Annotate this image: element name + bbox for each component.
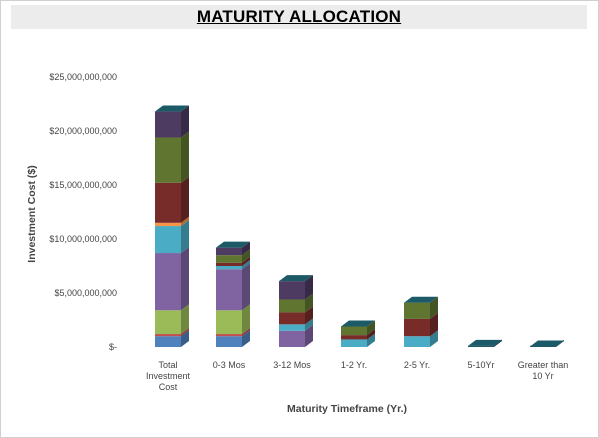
bar-segment-side [181, 216, 189, 227]
bar-segment [155, 253, 181, 311]
bar-top [216, 241, 250, 248]
y-tick-label: $5,000,000,000 [54, 288, 117, 298]
y-axis-title: Investment Cost ($) [26, 165, 38, 262]
bar-segment-side [242, 328, 250, 337]
bar-stack [341, 320, 375, 347]
x-category-label: Total Investment Cost [146, 360, 191, 392]
bar-segment [404, 302, 430, 319]
bar-stack [216, 241, 250, 347]
bar-segment [279, 281, 305, 300]
bar-stack [279, 275, 313, 347]
bar-segment-side [181, 220, 189, 254]
bar-segment [216, 247, 242, 256]
bar-segment-side [181, 176, 189, 223]
bar-segment [279, 324, 305, 331]
bar-segment-side [367, 320, 375, 336]
y-tick-label: $20,000,000,000 [49, 126, 117, 136]
x-axis-title: Maturity Timeframe (Yr.) [287, 403, 407, 415]
bar-segment-side [305, 306, 313, 325]
x-category-label: 5-10Yr [467, 360, 494, 370]
bar-segment-side [305, 293, 313, 313]
chart-title-bar: MATURITY ALLOCATION [11, 5, 587, 29]
bar-segment [341, 339, 367, 347]
bar-segment [468, 345, 494, 347]
bar-segment [216, 336, 242, 347]
bar-segment-side [430, 296, 438, 319]
bar-stack [155, 105, 189, 347]
chart-title: MATURITY ALLOCATION [196, 7, 402, 26]
bar-segment-side [181, 247, 189, 311]
x-axis-categories: Total Investment Cost 0-3 Mos 3-12 Mos 1-2 Yr… [146, 360, 568, 392]
x-category-label: Greater than 10 Yr [518, 360, 569, 381]
bar-stack [404, 296, 438, 347]
y-tick-label: $- [109, 342, 117, 352]
bar-segment-side [367, 333, 375, 347]
bar-segment [279, 330, 305, 347]
bar-segment-side [430, 330, 438, 347]
bar-segment [216, 310, 242, 335]
bar-segment-side [181, 131, 189, 183]
bar-segment-side [242, 249, 250, 263]
bar-segment-side [181, 304, 189, 335]
bar-top [279, 275, 313, 282]
bar-top [341, 320, 375, 327]
bar-segment-side [242, 304, 250, 335]
bar-top [155, 105, 189, 112]
bar-segment [216, 255, 242, 263]
bar-segment [341, 335, 367, 340]
bar-segment-side [494, 339, 502, 347]
bar-segment [216, 262, 242, 266]
bar-segment [155, 336, 181, 347]
bar-segment [155, 182, 181, 223]
y-tick-label: $25,000,000,000 [49, 72, 117, 82]
bar-segment-side [305, 318, 313, 331]
x-category-label: 1-2 Yr. [341, 360, 367, 370]
y-axis-ticks: $- $5,000,000,000 $10,000,000,000 $15,000,0… [49, 72, 117, 352]
bar-top [404, 296, 438, 303]
bar-top [530, 340, 564, 347]
bar-segment-side [181, 330, 189, 347]
bar-segment [155, 310, 181, 335]
bar-stack [530, 339, 564, 347]
bar-segment-side [430, 312, 438, 337]
bar-segment-side [242, 256, 250, 266]
bar-stacks [155, 105, 564, 347]
bar-top [468, 339, 502, 346]
bar-segment-side [242, 263, 250, 311]
bar-segment [404, 318, 430, 337]
bar-segment-side [181, 105, 189, 138]
y-tick-label: $15,000,000,000 [49, 180, 117, 190]
bar-segment [279, 312, 305, 325]
x-category-label: 0-3 Mos [213, 360, 246, 370]
bar-stack [468, 339, 502, 347]
bar-segment [155, 137, 181, 183]
bar-segment [216, 269, 242, 311]
bar-segment-side [242, 260, 250, 270]
bar-segment [155, 222, 181, 227]
bar-segment [341, 326, 367, 336]
bar-segment-side [367, 329, 375, 340]
bar-segment-side [242, 241, 250, 256]
bar-segment-side [305, 275, 313, 300]
bar-segment-side [181, 328, 189, 337]
bar-segment-side [242, 330, 250, 347]
bar-segment [279, 299, 305, 313]
y-tick-label: $10,000,000,000 [49, 234, 117, 244]
x-category-label: 3-12 Mos [273, 360, 311, 370]
bar-segment [404, 336, 430, 347]
bar-segment [155, 111, 181, 138]
bar-segment [216, 334, 242, 337]
bar-segment [155, 334, 181, 337]
bar-segment [216, 266, 242, 270]
bar-segment [155, 226, 181, 254]
x-category-label: 2-5 Yr. [404, 360, 430, 370]
bar-segment-side [305, 324, 313, 347]
